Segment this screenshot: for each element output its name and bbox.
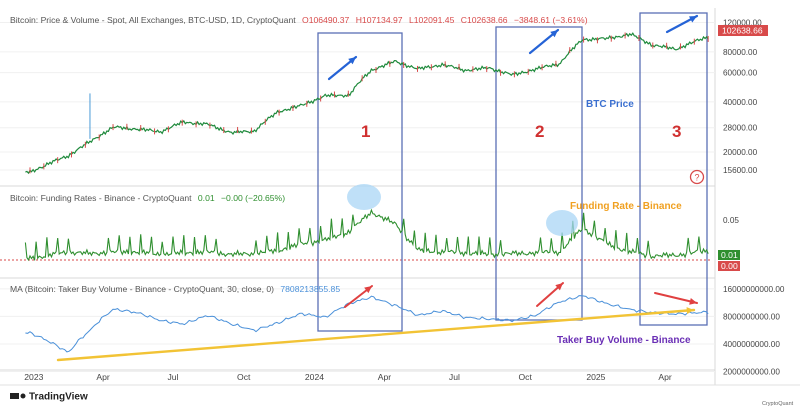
x-axis-tick: 2023: [24, 372, 43, 382]
taker-y-tick: 4000000000.00: [723, 340, 780, 349]
zone-box-1: [317, 32, 403, 332]
x-axis-tick: Apr: [96, 372, 110, 382]
arrow-taker-up-2-head: [555, 283, 563, 291]
funding-header: Bitcoin: Funding Rates - Binance - Crypt…: [10, 193, 285, 203]
arrow-up-zone-3-head: [689, 16, 697, 23]
annotation-layer: [56, 14, 699, 362]
footer-bar: [0, 385, 800, 410]
price-series-line: [25, 32, 709, 175]
funding-peak-bubble-1: [347, 184, 381, 210]
taker-y-tick: 8000000000.00: [723, 312, 780, 321]
funding-change: −0.00 (−20.65%): [221, 193, 285, 203]
axis-layer: 15600.00 20000.00 28000.00 40000.00 60000.00…: [24, 19, 785, 382]
arrow-taker-up-1-head: [364, 286, 372, 294]
price-y-tick: 40000.00: [723, 98, 758, 107]
zone-box-3: [639, 12, 708, 326]
arrow-up-zone-2-head: [550, 30, 558, 38]
price-badge: [718, 25, 768, 36]
taker-y-tick: 16000000000.00: [723, 285, 785, 294]
funding-y-tick: 0.05: [723, 216, 739, 225]
arrow-taker-down-head: [689, 297, 697, 305]
funding-badge-bottom-text: 0.00: [721, 261, 738, 271]
funding-value: 0.01: [198, 193, 215, 203]
help-icon[interactable]: [689, 169, 705, 185]
btc-price-label: BTC Price: [586, 99, 634, 110]
tradingview-logo-icon: [10, 393, 19, 399]
tradingview-logo-text: TradingView: [29, 392, 88, 403]
funding-series-line: [24, 208, 709, 262]
price-y-tick: 80000.00: [723, 48, 758, 57]
zone-label-1: 1: [361, 122, 370, 141]
tradingview-logo-dot: [20, 393, 26, 399]
taker-volume-label: Taker Buy Volume - Binance: [557, 335, 691, 346]
price-open: O106490.37: [302, 15, 350, 25]
price-change: −3848.61 (−3.61%): [514, 15, 588, 25]
price-y-tick: 15600.00: [723, 166, 758, 175]
x-axis-tick: 2025: [586, 372, 605, 382]
funding-rate-label: Funding Rate - Binance: [570, 201, 682, 212]
zones-layer: [317, 12, 708, 332]
x-axis-tick: Apr: [658, 372, 672, 382]
x-axis-tick: Oct: [518, 372, 532, 382]
x-axis-tick: Oct: [237, 372, 251, 382]
taker-trend-arrow: [56, 308, 696, 362]
cryptoquant-watermark: CryptoQuant: [762, 401, 794, 407]
funding-badge-top-text: 0.01: [721, 250, 738, 260]
x-axis-tick: Apr: [378, 372, 392, 382]
funding-badge-bottom: [718, 261, 740, 271]
taker-trend-arrow-head: [686, 307, 694, 315]
grid-layer: [0, 8, 716, 385]
zone-box-2: [495, 26, 583, 321]
taker-series-line: [25, 295, 709, 353]
taker-value: 7808213855.85: [280, 284, 340, 294]
taker-header: MA (Bitcoin: Taker Buy Volume - Binance …: [10, 284, 340, 294]
help-icon-glyph: ?: [694, 173, 699, 183]
price-y-tick: 20000.00: [723, 148, 758, 157]
funding-title: Bitcoin: Funding Rates - Binance - Crypt…: [10, 193, 192, 203]
price-title: Bitcoin: Price & Volume - Spot, All Exch…: [10, 15, 296, 25]
price-high: H107134.97: [356, 15, 403, 25]
zone-label-2: 2: [535, 122, 544, 141]
taker-y-tick: 2000000000.00: [723, 368, 780, 377]
arrow-up-zone-1-head: [348, 57, 356, 65]
taker-title: MA (Bitcoin: Taker Buy Volume - Binance …: [10, 284, 274, 294]
price-low: L102091.45: [409, 15, 455, 25]
x-axis-tick: 2024: [305, 372, 324, 382]
tradingview-logo[interactable]: TradingView: [10, 392, 88, 403]
price-close: C102638.66: [461, 15, 508, 25]
zone-label-3: 3: [672, 122, 681, 141]
price-y-tick: 120000.00: [723, 19, 762, 28]
price-badge-text: 102638.66: [722, 26, 763, 36]
price-y-tick: 28000.00: [723, 124, 758, 133]
series-layer: [24, 32, 709, 353]
price-y-tick: 60000.00: [723, 69, 758, 78]
x-axis-tick: Jul: [168, 372, 179, 382]
funding-badge-top: [718, 250, 740, 260]
price-header: Bitcoin: Price & Volume - Spot, All Exch…: [10, 15, 588, 25]
funding-peak-bubble-2: [546, 210, 578, 236]
x-axis-tick: Jul: [449, 372, 460, 382]
